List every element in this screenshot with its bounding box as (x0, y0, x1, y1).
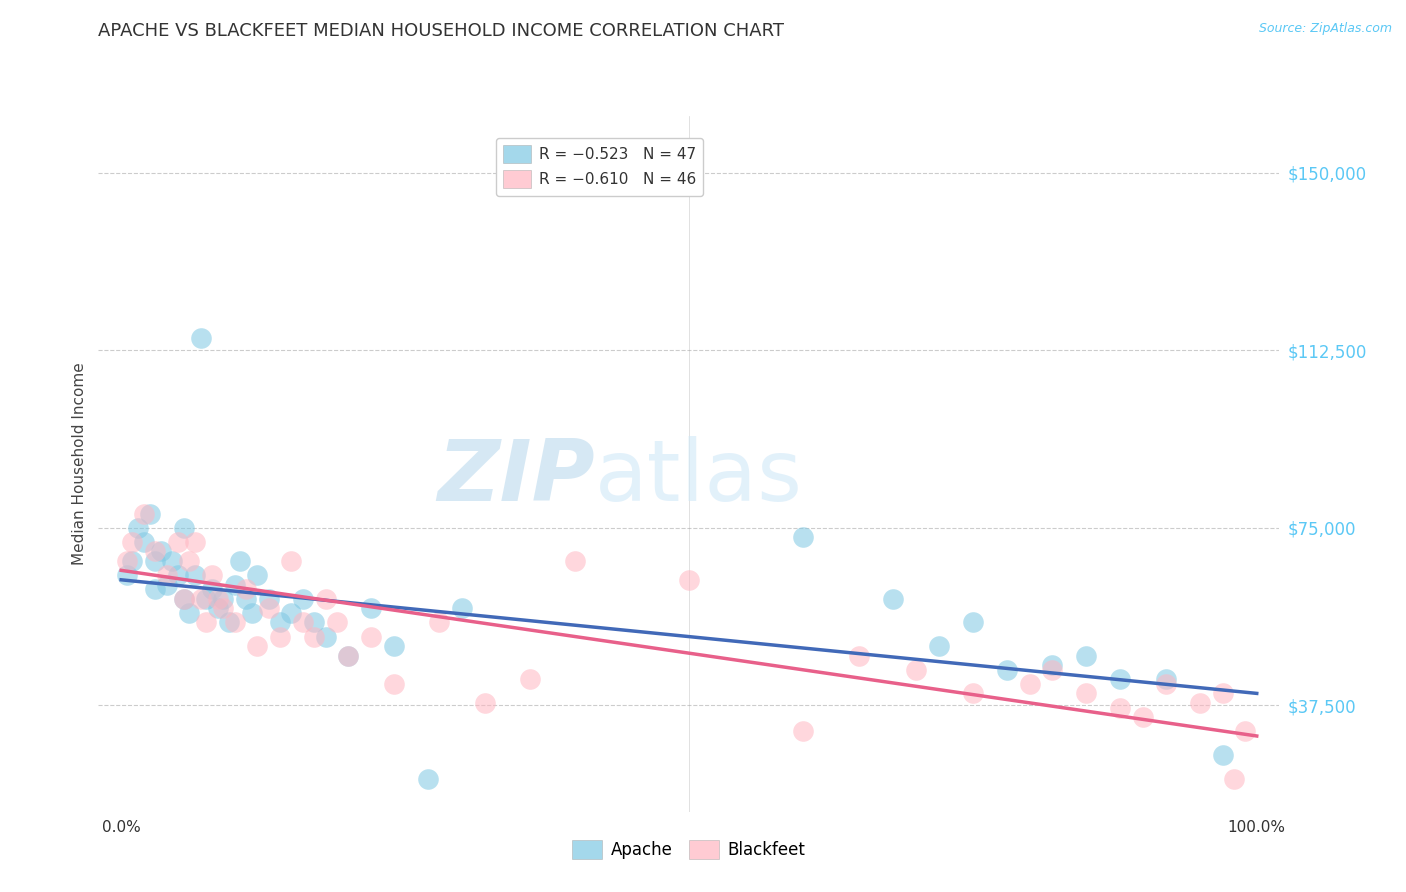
Point (1076, 648, 1098, 663)
Point (1040, 663, 1063, 677)
Point (212, 601, 235, 615)
Point (995, 663, 1018, 677)
Point (280, 554, 302, 568)
Point (1154, 677, 1177, 691)
Point (1132, 710, 1154, 724)
Point (280, 606, 302, 620)
Point (382, 677, 405, 691)
Point (143, 582, 166, 597)
Text: APACHE VS BLACKFEET MEDIAN HOUSEHOLD INCOME CORRELATION CHART: APACHE VS BLACKFEET MEDIAN HOUSEHOLD INC… (98, 22, 785, 40)
Point (1109, 672, 1132, 686)
Point (121, 535, 143, 549)
Point (184, 535, 207, 549)
Point (184, 568, 207, 582)
Point (224, 615, 246, 630)
Point (173, 521, 195, 535)
Point (149, 544, 172, 558)
Point (360, 601, 382, 615)
Point (326, 615, 349, 630)
Point (1109, 700, 1132, 714)
Point (246, 568, 269, 582)
Point (474, 696, 496, 710)
Point (201, 568, 224, 582)
Point (1076, 686, 1098, 700)
Point (173, 591, 195, 606)
Point (291, 591, 314, 606)
Point (337, 648, 360, 663)
Point (167, 535, 190, 549)
Point (1188, 696, 1211, 710)
Point (315, 630, 337, 644)
Point (190, 331, 212, 345)
Point (138, 507, 160, 521)
Point (291, 615, 314, 630)
Point (240, 606, 263, 620)
Point (207, 591, 229, 606)
Point (792, 530, 814, 544)
Point (519, 672, 541, 686)
Point (416, 772, 439, 786)
Point (382, 639, 405, 653)
Point (269, 615, 291, 630)
Text: ZIP: ZIP (437, 436, 595, 519)
Point (962, 615, 984, 630)
Text: atlas: atlas (595, 436, 803, 519)
Point (905, 663, 928, 677)
Point (212, 591, 235, 606)
Point (1212, 747, 1234, 762)
Legend: Apache, Blackfeet: Apache, Blackfeet (565, 833, 813, 866)
Point (337, 648, 360, 663)
Point (143, 554, 166, 568)
Point (155, 568, 177, 582)
Point (1223, 772, 1246, 786)
Point (224, 577, 246, 591)
Point (302, 615, 325, 630)
Point (1040, 658, 1063, 673)
Point (179, 554, 201, 568)
Point (1234, 724, 1257, 739)
Point (167, 568, 190, 582)
Point (195, 591, 218, 606)
Point (792, 724, 814, 739)
Point (678, 573, 700, 587)
Point (1154, 672, 1177, 686)
Point (127, 521, 149, 535)
Point (450, 601, 472, 615)
Point (564, 554, 586, 568)
Point (132, 535, 155, 549)
Point (360, 630, 382, 644)
Point (315, 591, 337, 606)
Point (1212, 686, 1234, 700)
Point (218, 615, 240, 630)
Point (155, 577, 177, 591)
Point (207, 601, 229, 615)
Point (246, 639, 269, 653)
Point (928, 639, 950, 653)
Point (962, 686, 984, 700)
Point (269, 630, 291, 644)
Point (235, 582, 257, 597)
Point (162, 554, 183, 568)
Point (302, 630, 325, 644)
Point (121, 554, 143, 568)
Point (229, 554, 252, 568)
Point (1018, 677, 1040, 691)
Point (235, 591, 257, 606)
Point (427, 615, 450, 630)
Y-axis label: Median Household Income: Median Household Income (72, 362, 87, 566)
Point (848, 648, 870, 663)
Point (173, 591, 195, 606)
Point (179, 606, 201, 620)
Point (115, 554, 138, 568)
Point (132, 507, 155, 521)
Point (195, 615, 218, 630)
Point (190, 591, 212, 606)
Point (201, 582, 224, 597)
Point (257, 601, 280, 615)
Point (257, 591, 280, 606)
Text: Source: ZipAtlas.com: Source: ZipAtlas.com (1258, 22, 1392, 36)
Point (882, 591, 904, 606)
Point (143, 544, 166, 558)
Point (115, 568, 138, 582)
